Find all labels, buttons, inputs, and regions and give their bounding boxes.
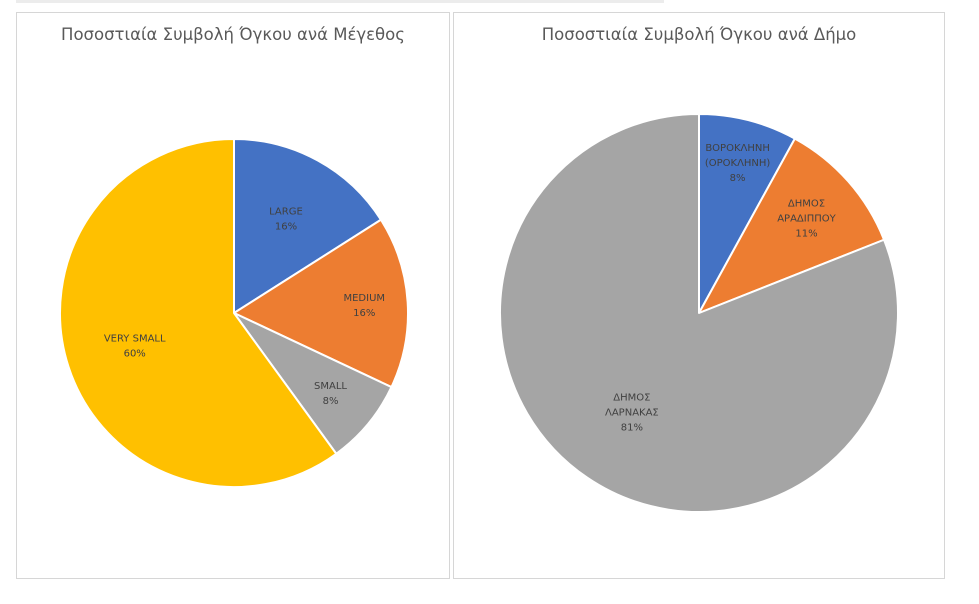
pie-slice-size-very-small[interactable] <box>59 138 338 488</box>
pie-slice-size-large[interactable] <box>233 138 382 314</box>
data-label-size-large: LARGE 16% <box>269 206 303 232</box>
background-strip <box>16 0 664 3</box>
data-label-size-medium: MEDIUM 16% <box>343 293 385 319</box>
pie-chart-size: LARGE 16% MEDIUM 16% SMALL 8% VERY SMALL 60% <box>59 138 409 488</box>
data-label-size-small: SMALL 8% <box>314 381 347 407</box>
pie-slice-size-medium[interactable] <box>233 218 409 389</box>
chart-title-size: Ποσοστιαία Συμβολή Όγκου ανά Μέγεθος <box>61 25 405 44</box>
pie-slice-municipality-δημος-αραδιππου[interactable] <box>698 137 886 314</box>
chart-panel-municipality[interactable]: Ποσοστιαία Συμβολή Όγκου ανά Δήμο ΒΟΡΟΚΛ… <box>453 12 945 579</box>
chart-panel-size[interactable]: Ποσοστιαία Συμβολή Όγκου ανά Μέγεθος LAR… <box>16 12 450 579</box>
pie-chart-municipality: ΒΟΡΟΚΛΗΝΗ (ΟΡΟΚΛΗΝΗ) 8%ΔΗΜΟΣ ΑΡΑΔΙΠΠΟΥ 11% ΔΗ… <box>499 113 899 513</box>
data-label-size-very-small: VERY SMALL 60% <box>104 333 166 359</box>
data-label-municipality-βοροκληνη-οροκληνη: ΒΟΡΟΚΛΗΝΗ (ΟΡΟΚΛΗΝΗ) 8% <box>705 143 771 184</box>
pie-slice-municipality-δημος-λαρνακας[interactable] <box>499 113 899 513</box>
data-label-municipality-δημος-λαρνακας: ΔΗΜΟΣ ΛΑΡΝΑΚΑΣ 81% <box>605 392 659 433</box>
data-label-municipality-δημος-αραδιππου: ΔΗΜΟΣ ΑΡΑΔΙΠΠΟΥ 11% <box>777 199 836 240</box>
pie-slice-municipality-βοροκληνη-οροκληνη[interactable] <box>698 113 796 314</box>
chart-title-municipality: Ποσοστιαία Συμβολή Όγκου ανά Δήμο <box>541 25 857 44</box>
